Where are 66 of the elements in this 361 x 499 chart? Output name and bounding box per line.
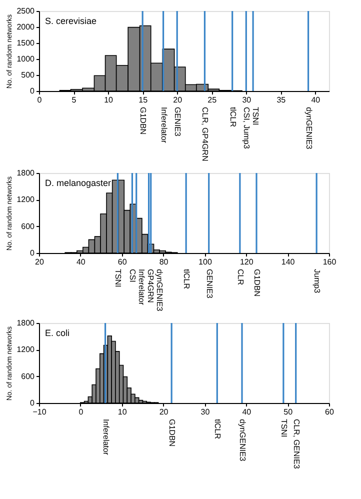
- x-tick-label: 20: [173, 96, 183, 104]
- ref-line-label: dynGENIE3: [238, 419, 247, 462]
- ref-line-label: TSNI: [251, 107, 260, 126]
- x-tick-label: 15: [138, 96, 148, 104]
- ref-line-label: dynGENIE3: [304, 107, 314, 150]
- y-tick-label: 1500: [16, 38, 36, 48]
- text: S. cerevisiae: [45, 16, 97, 26]
- ref-line-label: tlCLR: [228, 107, 238, 128]
- ref-line-label: Inferelator: [159, 107, 168, 144]
- y-tick-label: 600: [21, 222, 36, 231]
- y-tick-label: 1200: [16, 345, 36, 354]
- x-tick-label: 60: [118, 258, 128, 266]
- text: D. melanogaster: [45, 178, 112, 188]
- y-tick-label: 1200: [16, 195, 36, 204]
- x-tick-label: 20: [159, 408, 169, 416]
- ref-line-label: CLR, GP4GRN: [200, 107, 210, 162]
- ref-line-label: CLR: [236, 269, 245, 286]
- y-tick-label: 1800: [16, 168, 36, 178]
- x-tick-label: 40: [311, 96, 321, 104]
- y-tick-label: 0: [30, 248, 36, 258]
- y-tick-label: 0: [30, 398, 36, 408]
- y-tick-label: 500: [21, 70, 36, 80]
- y-tick-label: 0: [30, 86, 36, 96]
- x-tick-label: 160: [322, 258, 337, 266]
- x-tick-label: 35: [276, 96, 286, 104]
- x-tick-label: 20: [35, 258, 44, 266]
- x-tick-label: 140: [281, 258, 296, 266]
- y-tick-label: 2500: [16, 6, 36, 16]
- x-tick-label: 10: [118, 408, 128, 416]
- ref-line-label: Inferelator: [101, 419, 110, 456]
- x-tick-label: 30: [242, 96, 252, 104]
- x-tick-label: 30: [200, 408, 210, 416]
- y-tick-label: 600: [21, 372, 36, 381]
- x-tick-label: 10: [104, 96, 114, 104]
- ref-line-label: G1DBN: [168, 419, 177, 447]
- y-tick-label: 1800: [16, 318, 36, 328]
- ref-line-label: CSI: [128, 269, 138, 282]
- x-tick-label: 80: [159, 258, 169, 266]
- x-tick-label: 5: [72, 96, 77, 104]
- y-tick-label: 1000: [16, 54, 36, 64]
- ref-line-label: G1DBN: [252, 269, 262, 297]
- ref-line-label: Jump3: [312, 269, 322, 294]
- x-tick-label: 40: [242, 408, 252, 416]
- ref-line-label: TSNI: [114, 269, 123, 288]
- text: E. coli: [45, 328, 70, 338]
- x-tick-label: 100: [198, 258, 212, 266]
- x-tick-label: 50: [284, 408, 294, 416]
- ref-line-label: CSI, Jump3: [242, 107, 252, 150]
- x-tick-label: 25: [208, 96, 218, 104]
- ref-line-label: GENIE3: [204, 269, 214, 299]
- ref-line-label: tlCLR: [182, 269, 192, 290]
- x-tick-label: 0: [37, 96, 42, 104]
- ref-line-label: TSNI: [279, 419, 288, 438]
- x-tick-label: 60: [325, 408, 334, 416]
- x-tick-label: 0: [78, 408, 84, 416]
- x-tick-label: −10: [32, 408, 47, 416]
- ref-line-label: CLR, GENIE3: [292, 419, 301, 470]
- ref-line-label: tlCLR: [213, 419, 222, 440]
- ref-line-label: GENIE3: [173, 107, 182, 137]
- ref-line-label: GP4GRN: [146, 269, 156, 304]
- ref-line-label: Inferelator: [137, 269, 146, 306]
- x-tick-label: 120: [240, 258, 254, 266]
- ref-line-label: G1DBN: [138, 107, 148, 135]
- x-tick-label: 40: [76, 258, 86, 266]
- ref-line-label: dynGENIE3: [155, 269, 164, 312]
- y-tick-label: 2000: [16, 22, 36, 32]
